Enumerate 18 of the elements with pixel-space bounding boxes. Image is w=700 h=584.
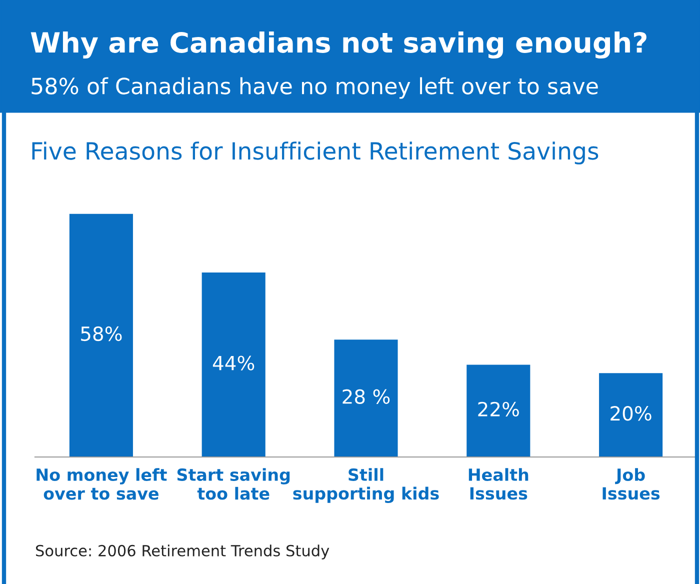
data-label: 44% bbox=[212, 356, 254, 370]
bar bbox=[202, 272, 266, 457]
source-note: Source: 2006 Retirement Trends Study bbox=[36, 544, 330, 560]
x-tick-label: No money left over to save bbox=[36, 468, 167, 500]
data-label: 20% bbox=[610, 406, 652, 421]
data-label: 28 % bbox=[342, 389, 390, 404]
bar bbox=[334, 340, 398, 457]
x-tick-label: Job Issues bbox=[602, 468, 660, 500]
x-tick-label: Start saving too late bbox=[177, 468, 290, 500]
chart-subtitle: Why are Canadians not saving enough? 58% of Canadians have no money left over to save bbox=[30, 31, 646, 99]
x-tick-label: Still supporting kids bbox=[293, 468, 439, 504]
data-label: 22% bbox=[478, 402, 519, 417]
chart-title: Five Reasons for Insufficient Retirement Savings bbox=[32, 142, 598, 164]
bar bbox=[69, 214, 133, 457]
data-label: 58% bbox=[81, 326, 122, 342]
bar bbox=[466, 364, 530, 457]
x-tick-label: Health Issues bbox=[468, 468, 528, 500]
bar bbox=[599, 373, 663, 457]
